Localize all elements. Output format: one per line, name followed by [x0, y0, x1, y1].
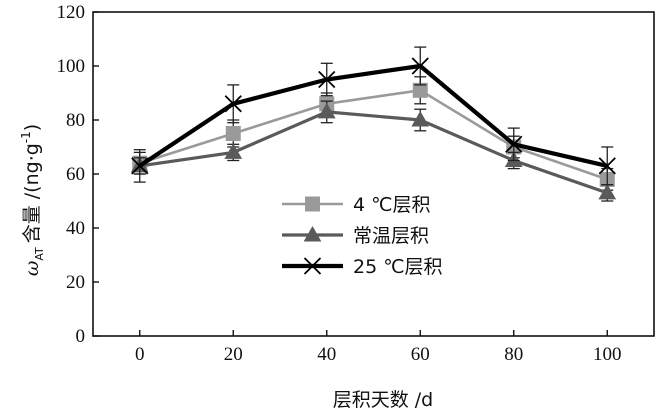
y-tick-label: 100 [57, 56, 86, 77]
series-1 [132, 76, 615, 191]
legend-marker [303, 257, 322, 275]
series-line [139, 110, 608, 195]
series-line [139, 88, 608, 181]
x-tick-label: 0 [135, 344, 145, 365]
y-axis-title-unit-exp: -1 [19, 131, 33, 143]
data-point [225, 126, 241, 141]
series-3 [131, 46, 616, 186]
series-line [138, 63, 608, 168]
y-axis-title-subscript: AT [33, 247, 46, 261]
x-tick-label: 80 [504, 344, 523, 365]
legend-label: 4 ℃层积 [353, 194, 430, 216]
x-tick-label: 100 [593, 344, 622, 365]
y-axis-title-unit: /(ng·g [21, 143, 43, 205]
y-tick-label: 120 [57, 2, 86, 23]
y-axis-title-symbol: ω [21, 261, 43, 277]
x-marker-stroke [411, 57, 429, 75]
y-tick-label: 80 [66, 110, 85, 131]
data-point [224, 95, 242, 113]
legend-item: 4 ℃层积 [282, 194, 430, 216]
legend-item: 25 ℃层积 [282, 256, 443, 278]
x-tick-label: 20 [224, 344, 243, 365]
plot-area [130, 46, 617, 202]
legend-marker [303, 225, 322, 242]
data-point [598, 157, 616, 175]
x-tick-label: 60 [411, 344, 430, 365]
y-axis-title-unit-close: ) [21, 124, 43, 131]
x-marker-stroke [318, 70, 336, 89]
x-marker-stroke [505, 135, 523, 153]
svg-text:ωAT含量 /(ng·g-1): ωAT 含量 /(ng·g-1) [19, 124, 46, 276]
axes: 0 20 40 60 80 100 120 0 20 40 60 80 100 [57, 2, 655, 365]
data-point [224, 143, 243, 159]
y-tick-label: 0 [76, 326, 86, 347]
legend-marker [305, 196, 320, 212]
data-point [411, 57, 429, 75]
x-marker-stroke [131, 157, 149, 175]
data-point [318, 70, 336, 89]
y-axis-title-name: 含量 [21, 205, 43, 243]
y-axis-title: ωAT 含量 /(ng·g-1) [19, 124, 46, 276]
x-axis-title: 层积天数 /d [333, 389, 434, 411]
legend-label: 常温层积 [353, 225, 429, 247]
y-tick-label: 40 [66, 218, 85, 239]
x-tick-label: 40 [317, 344, 336, 365]
data-point [598, 183, 617, 200]
data-point [317, 102, 336, 119]
data-point [505, 135, 523, 153]
y-tick-label: 60 [66, 164, 85, 185]
x-marker-stroke [598, 157, 616, 175]
data-point [131, 157, 149, 175]
y-tick-label: 20 [66, 272, 85, 293]
legend-item: 常温层积 [282, 225, 429, 247]
x-marker-stroke [224, 95, 242, 113]
data-point [411, 110, 430, 127]
legend-label: 25 ℃层积 [353, 256, 443, 278]
x-marker-stroke [303, 257, 322, 275]
plot-frame [92, 11, 655, 337]
